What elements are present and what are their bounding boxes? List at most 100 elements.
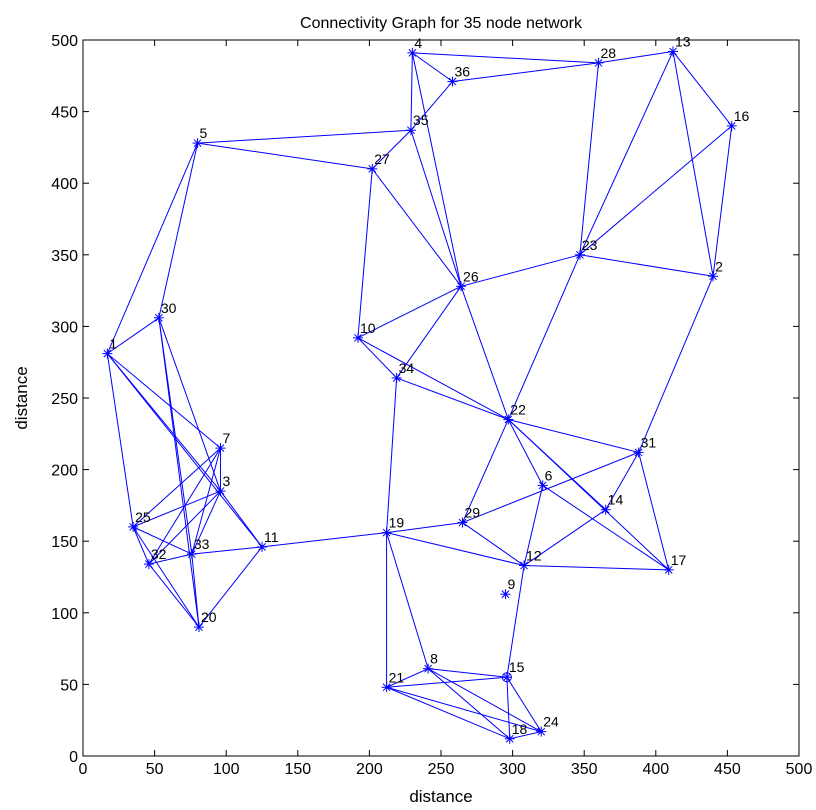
edge-8-24 — [427, 668, 542, 733]
node-label: 8 — [430, 651, 438, 667]
edges-layer — [106, 50, 733, 740]
node-label: 30 — [161, 300, 177, 316]
node-label: 34 — [399, 360, 415, 376]
x-tick-label: 150 — [284, 761, 311, 778]
edge-26-34 — [396, 286, 462, 379]
y-axis-label: distance — [12, 366, 31, 429]
x-tick-label: 400 — [642, 761, 669, 778]
node-23: 23 — [574, 237, 598, 260]
edge-30-20 — [158, 317, 200, 628]
chart-title: Connectivity Graph for 35 node network — [300, 15, 583, 32]
node-label: 12 — [526, 548, 542, 564]
node-29: 29 — [457, 505, 480, 528]
nodes-layer: 1234567891011121314151617181920212223242… — [102, 33, 750, 744]
edge-11-19 — [261, 532, 387, 548]
node-label: 24 — [543, 714, 559, 730]
edge-19-29 — [386, 522, 463, 534]
axis-ticks: 0 50 100 150 200 250 300 350 400 450 500 0 50 100 150 2… — [51, 33, 812, 778]
node-26: 26 — [456, 268, 479, 292]
x-tick-label: 50 — [146, 761, 164, 778]
node-label: 21 — [389, 669, 405, 685]
y-tick-label: 400 — [51, 176, 78, 193]
node-label: 35 — [413, 112, 429, 128]
node-label: 11 — [264, 529, 279, 545]
node-1: 1 — [102, 336, 117, 359]
edge-4-28 — [412, 52, 599, 64]
node-11: 11 — [257, 529, 279, 552]
node-17: 17 — [663, 552, 686, 575]
edge-13-23 — [579, 51, 674, 256]
edge-32-33 — [148, 553, 192, 565]
edge-1-11 — [106, 353, 263, 548]
node-label: 18 — [512, 721, 528, 737]
node-10: 10 — [352, 320, 376, 343]
edge-8-15 — [428, 668, 507, 678]
node-31: 31 — [633, 434, 656, 458]
edge-21-18 — [386, 686, 510, 740]
node-label: 23 — [582, 237, 598, 253]
edge-19-8 — [386, 532, 429, 669]
edge-12-17 — [524, 565, 669, 571]
edge-33-20 — [191, 554, 200, 628]
y-tick-label: 300 — [51, 319, 78, 336]
edge-26-10 — [357, 285, 462, 339]
edge-16-23 — [579, 125, 733, 256]
node-label: 5 — [200, 125, 208, 141]
edge-31-17 — [638, 452, 670, 570]
edge-31-29 — [462, 451, 639, 524]
edge-35-27 — [371, 129, 412, 170]
y-tick-label: 200 — [51, 463, 78, 480]
edge-25-20 — [132, 526, 200, 628]
node-27: 27 — [367, 151, 390, 174]
edge-1-25 — [106, 353, 134, 527]
edge-25-32 — [132, 526, 150, 565]
x-tick-label: 350 — [571, 761, 598, 778]
node-label: 25 — [135, 509, 151, 525]
y-tick-label: 250 — [51, 391, 78, 408]
node-8: 8 — [423, 651, 438, 674]
node-7: 7 — [215, 430, 230, 454]
node-label: 1 — [109, 336, 117, 352]
x-axis-label: distance — [409, 787, 472, 806]
node-label: 14 — [608, 492, 624, 508]
edge-5-35 — [197, 129, 411, 144]
node-34: 34 — [391, 360, 415, 383]
edge-10-22 — [357, 337, 509, 420]
edge-22-29 — [462, 419, 509, 523]
node-label: 16 — [734, 108, 750, 124]
edge-1-7 — [107, 353, 221, 449]
y-tick-label: 500 — [51, 33, 78, 50]
edge-23-26 — [460, 254, 581, 287]
node-6: 6 — [537, 467, 553, 491]
x-tick-label: 200 — [356, 761, 383, 778]
edge-32-20 — [148, 563, 200, 628]
edge-2-31 — [638, 276, 714, 453]
edge-33-11 — [191, 546, 263, 555]
node-12: 12 — [519, 548, 542, 571]
edge-1-30 — [107, 317, 160, 355]
node-24: 24 — [536, 714, 559, 737]
edge-35-26 — [410, 130, 462, 287]
edge-18-24 — [509, 731, 542, 740]
x-tick-label: 250 — [428, 761, 455, 778]
node-label: 2 — [715, 258, 723, 274]
node-36: 36 — [447, 64, 470, 87]
node-35: 35 — [405, 112, 429, 136]
x-tick-label: 300 — [499, 761, 526, 778]
edge-21-24 — [386, 686, 542, 733]
node-32: 32 — [143, 546, 167, 570]
edge-34-19 — [386, 377, 398, 533]
node-9: 9 — [500, 576, 515, 600]
node-label: 32 — [151, 546, 167, 562]
edge-6-12 — [523, 485, 544, 566]
edge-1-5 — [106, 142, 199, 354]
node-20: 20 — [193, 609, 217, 633]
node-label: 6 — [545, 467, 553, 483]
edge-5-27 — [197, 142, 373, 170]
y-tick-label: 50 — [60, 677, 78, 694]
edge-19-12 — [386, 532, 525, 567]
edge-30-3 — [158, 317, 221, 492]
edge-12-15 — [506, 565, 525, 678]
node-2: 2 — [708, 258, 723, 282]
